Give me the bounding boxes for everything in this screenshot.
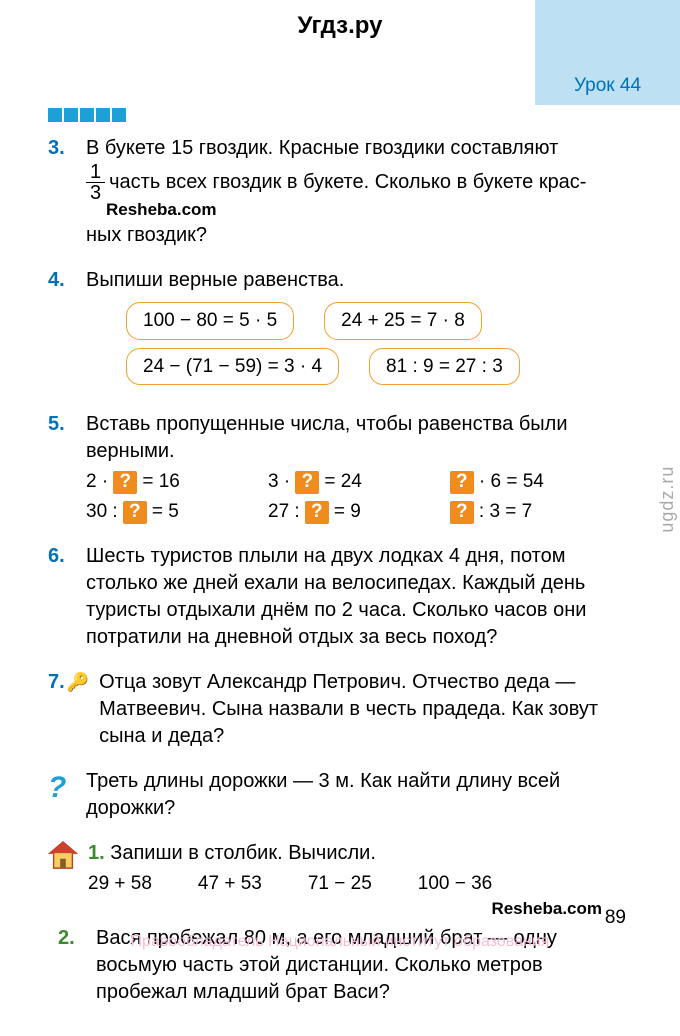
problem-number: 6. [48,543,76,651]
eq-part: 27 : [268,501,305,522]
problem-number: 5. [48,411,76,524]
equation-row: 24 − (71 − 59) = 3 · 4 81 : 9 = 27 : 3 [126,348,632,386]
problem-body: Вставь пропущенные числа, чтобы равенств… [86,411,632,524]
text-line: Запиши в столбик. Вычисли. [110,842,376,864]
denominator: 3 [86,183,105,203]
eq-part: = 16 [137,471,180,492]
eq-part: = 9 [329,501,361,522]
eq-part: : 3 = 7 [474,501,533,522]
text-line: ных гвоздик? [86,224,207,246]
problem-7: 7.🔑 Отца зовут Александр Петрович. Отчес… [48,669,632,750]
problem-number: 4. [48,267,76,393]
blank-icon: ? [295,471,319,494]
watermark-top: Угдз.ру [298,10,383,42]
eq-part: · 6 = 54 [474,471,544,492]
problem-body: Отца зовут Александр Петрович. Отчество … [99,669,632,750]
key-icon: 🔑 [67,672,89,692]
equation-row: 100 − 80 = 5 · 5 24 + 25 = 7 · 8 [126,302,632,340]
eq-part: 2 · [86,471,113,492]
calc-row: 29 + 58 47 + 53 71 − 25 100 − 36 [88,871,632,897]
problem-body: Треть длины дорожки — 3 м. Как найти дли… [86,768,632,822]
homework-1: 1. Запиши в столбик. Вычисли. 29 + 58 47… [48,840,632,922]
problem-number: 1. [88,842,105,864]
page-content: 3. В букете 15 гвоздик. Красные гвоздики… [0,0,680,1036]
house-icon [48,840,78,922]
problem-number: 2. [58,925,86,1006]
question-icon: ? [48,768,76,822]
equation-box: 100 − 80 = 5 · 5 [126,302,294,340]
eq-part: = 24 [319,471,362,492]
text-line: Отца зовут Александр Петрович. Отчество … [99,671,598,747]
problem-body: Выпиши верные равенства. 100 − 80 = 5 · … [86,267,632,393]
text-line: Шесть туристов плыли на двух лодках 4 дн… [86,545,586,648]
problem-5: 5. Вставь пропущенные числа, чтобы равен… [48,411,632,524]
problem-4: 4. Выпиши верные равенства. 100 − 80 = 5… [48,267,632,393]
text-line: Вставь пропущенные числа, чтобы равенств… [86,413,568,462]
problem-6: 6. Шесть туристов плыли на двух лодках 4… [48,543,632,651]
page-number: 89 [605,905,626,931]
problem-body: 1. Запиши в столбик. Вычисли. 29 + 58 47… [88,840,632,922]
problem-number: 3. [48,135,76,249]
blank-icon: ? [450,471,474,494]
calc-item: 29 + 58 [88,871,152,897]
blank-icon: ? [123,501,147,524]
problem-body: Шесть туристов плыли на двух лодках 4 дн… [86,543,632,651]
text-line: Выпиши верные равенства. [86,269,344,291]
problem-question: ? Треть длины дорожки — 3 м. Как найти д… [48,768,632,822]
fraction: 1 3 [86,162,105,203]
footer-copyright: Правообладатель Национальный институт об… [131,931,550,953]
numerator: 1 [86,162,105,183]
problem-number: 7.🔑 [48,669,89,750]
eq-part: 3 · [268,471,295,492]
fill-row: 30 : ? = 5 27 : ? = 9 ? : 3 = 7 [86,499,632,525]
resheba-watermark: Resheba.com [106,199,632,222]
resheba-watermark: Resheba.com [88,898,632,921]
calc-item: 71 − 25 [308,871,372,897]
problem-body: В букете 15 гвоздик. Красные гвоздики со… [86,135,632,249]
blank-icon: ? [305,501,329,524]
calc-item: 47 + 53 [198,871,262,897]
equation-box: 24 + 25 = 7 · 8 [324,302,482,340]
text-line: Треть длины дорожки — 3 м. Как найти дли… [86,770,560,819]
calc-item: 100 − 36 [418,871,493,897]
blank-icon: ? [450,501,474,524]
text-line: часть всех гвоздик в букете. Сколько в б… [109,171,586,193]
equation-box: 24 − (71 − 59) = 3 · 4 [126,348,339,386]
blank-icon: ? [113,471,137,494]
eq-part: = 5 [147,501,179,522]
text-line: В букете 15 гвоздик. Красные гвоздики со… [86,137,558,159]
eq-part: 30 : [86,501,123,522]
fill-row: 2 · ? = 16 3 · ? = 24 ? · 6 = 54 [86,469,632,495]
problem-3: 3. В букете 15 гвоздик. Красные гвоздики… [48,135,632,249]
equation-box: 81 : 9 = 27 : 3 [369,348,520,386]
